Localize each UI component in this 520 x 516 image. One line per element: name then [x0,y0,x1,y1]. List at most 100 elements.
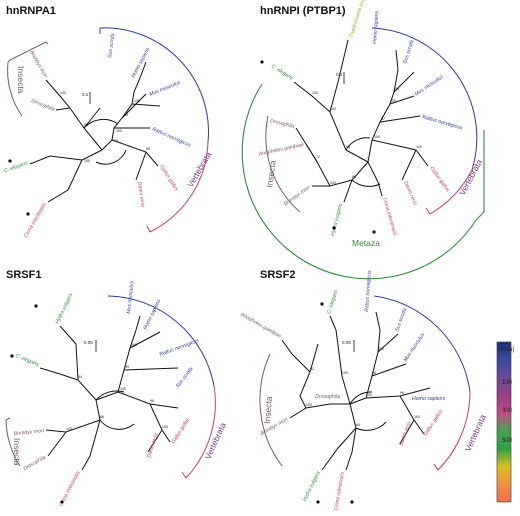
leaf-label: Drosophila [315,394,340,400]
tree-branches [39,315,179,471]
leaf-label: Danio rerio [398,421,412,447]
leaf-label: Drosophila [30,98,55,113]
leaf-label: Drosophila [23,454,48,472]
leaf-label: Homo sapiens [412,396,446,402]
leaf-label: Gallus gallus [428,166,451,194]
scale-label: 0.05 [84,340,93,345]
leaf-label: Homo sapiens [372,10,380,44]
colorbar-gradient [496,341,512,503]
leaf-label: Gallus gallus [423,409,445,437]
support-value: 88 [352,175,356,179]
leaf-label: Rattus norvegicus [364,270,373,312]
support-value: 100 [414,415,420,419]
leaf-label: Gallus gallus [171,416,192,445]
scale-label: 0.1 [336,72,343,77]
leaf-label: C. elegans [270,63,295,81]
clade-label-vertebrata: Vertebrata [203,421,228,461]
marker-dot [26,212,30,216]
support-value: 100 [378,347,384,351]
leaf-label: C. elegans [326,289,339,315]
marker-dot [320,302,324,306]
support-value: 99 [395,87,399,91]
support-value: 100 [374,135,380,139]
panel-hnrnpi-ptbp1: hnRNPI (PTBP1) Vertebrata Insecta Metaza [241,0,485,280]
support-value: 98 [346,145,350,149]
clade-label-vertebrata: Vertebrata [457,157,484,197]
support-value: 78 [114,139,118,143]
support-value: 100 [116,129,122,133]
leaf-label: C. elegans [3,160,29,174]
leaf-label: Danio rerio [136,181,145,207]
clade-arc-insecta [259,353,283,467]
leaf-label: Sus scrofa [175,366,195,389]
clade-label-insecta: Insecta [12,438,22,466]
marker-dot [8,159,12,163]
support-value: 100 [162,425,168,429]
support-value: 100 [312,91,318,95]
leaf-label: Rattus norvegicus [151,126,192,149]
leaf-label: Hydra vulgaris [302,470,322,503]
clade-arc-metaza [241,83,477,280]
leaf-label: Sus scrofa [402,39,415,64]
leaf-label: Rattus norvegicus [159,338,200,358]
scale-label: 0.1 [82,92,89,97]
leaf-label: Hydra vulgaris [330,203,344,237]
support-value: 100 [342,371,348,375]
support-value: 100 [330,181,336,185]
panel-srsf1: SRSF1 Vertebrata Insecta 0.05 Hydra vulg… [5,269,228,508]
clade-bracket-insecta [7,41,49,63]
leaf-label: Ciona intestinalis [23,202,48,239]
support-value: 98 [150,399,154,403]
clade-label-vertebrata: Vertebrata [185,150,213,189]
leaf-label: Ciona intestinalis [381,197,398,237]
support-value: 94 [78,375,82,379]
support-value: 100 [131,343,137,347]
support-value: 100 [366,393,372,397]
support-value: 100 [306,403,312,407]
panel-hnrnpa1: hnRNPA1 Vertebrata Insecta 0.1 [3,5,213,239]
leaf-label: Drosophila [269,118,295,130]
leaf-label: Gallus gallus [158,164,179,193]
marker-dot [260,60,264,64]
panel-title: hnRNPA1 [6,5,56,17]
support-value: 92 [310,367,314,371]
leaf-label: Ciona intestinalis [333,471,346,511]
clade-arc-insecta [265,115,301,213]
support-value: 99 [146,147,150,151]
support-value: 97 [381,117,385,121]
marker-dot [10,354,14,358]
leaf-label: Danio rerio [146,433,160,459]
leaf-label: Bombyx mori [28,50,49,80]
leaf-label: Trypanosoma brucei [348,0,368,39]
leaf-label: C. elegans [14,353,40,368]
support-value: 100 [60,91,66,95]
support-value: 100 [134,99,140,103]
leaf-label: Sus scrofa [394,307,408,332]
support-value: 72 [316,155,320,159]
marker-dot [372,230,376,234]
leaf-label: Sus scrofa [107,33,116,58]
clade-label-metaza: Metaza [352,238,380,248]
leaf-label: Anopheles gambiae [238,311,282,340]
colorbar-tick: 500 [502,438,513,444]
marker-dot [350,500,354,504]
marker-dot [316,500,320,504]
clade-arc-vertebrata [371,27,478,171]
clade-bracket-insecta [5,419,21,467]
clade-label-insecta: Insecta [264,159,278,188]
support-value: 100 [66,427,72,431]
colorbar-tick: 300 [502,408,513,414]
clade-arc-vertebrata-lower [149,141,209,233]
support-value: 86 [100,415,104,419]
support-value: 100 [330,107,336,111]
tree-branches [281,311,431,471]
panel-title: SRSF2 [260,269,295,281]
leaf-label: Mus musculus [149,80,182,98]
tree-branches [29,61,161,203]
leaf-label: Bombyx mori [283,184,312,207]
support-value: 100 [120,387,126,391]
support-value: 100 [416,145,422,149]
colorbar-tick: 100 [502,380,513,386]
support-value: 84 [356,423,360,427]
